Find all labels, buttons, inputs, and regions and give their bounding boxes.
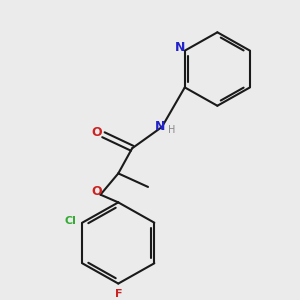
Text: F: F <box>115 289 122 299</box>
Text: O: O <box>91 126 102 139</box>
Text: O: O <box>91 185 102 198</box>
Text: N: N <box>175 41 185 54</box>
Text: H: H <box>168 125 176 135</box>
Text: Cl: Cl <box>64 216 76 226</box>
Text: N: N <box>155 120 165 133</box>
